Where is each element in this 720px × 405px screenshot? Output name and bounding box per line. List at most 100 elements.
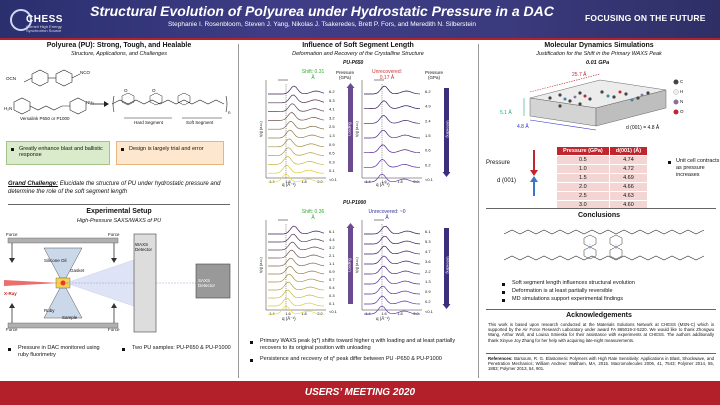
y-axis-label: I(q) (a.u.) [259, 120, 263, 136]
x-tick-label: 1.6 [285, 180, 290, 184]
polyurea-chemistry-diagram [13, 69, 228, 119]
y-axis-label: I(q) (a.u.) [259, 256, 263, 272]
table-cell-pressure: 1.0 [556, 164, 610, 174]
md-pressure-label: 0.01 GPa [586, 60, 610, 66]
pressure-label: 6.2 [329, 89, 335, 94]
pressure-label: 0.3 [329, 293, 335, 298]
pressure-label: 3.6 [425, 259, 431, 264]
pressure-label: 2.4 [425, 118, 431, 123]
left-hr [8, 204, 230, 205]
header-tagline: FOCUSING ON THE FUTURE [585, 13, 706, 23]
pressure-label: 1.3 [425, 279, 431, 284]
chem-label-o2: O [152, 88, 156, 93]
waxs-curve [268, 156, 325, 165]
waxs-curve [363, 100, 421, 110]
right-hr-1 [486, 208, 716, 209]
left-bullet-2-text: Two PU samples: PU-P650 & PU-P1000 [132, 345, 231, 351]
pressure-label: <0.1 [329, 177, 338, 182]
pressure-label: <0.1 [329, 309, 338, 314]
middle-section-subtitle: Deformation and Recovery of the Crystall… [292, 51, 424, 57]
bullet-square [250, 359, 253, 362]
waxs-curve [268, 112, 325, 121]
poster-authors: Stephanie I. Rosenbloom, Steven J. Yang,… [167, 21, 477, 28]
pressure-d001-table: Pressure (GPa) d(001) (Å) 0.5 4.74 1.0 4.72… [556, 146, 649, 210]
column-divider-2 [478, 44, 479, 378]
pressure-label: 0.7 [329, 277, 335, 282]
sample-label: Sample [62, 315, 78, 320]
middle-bullet-2-text: Persistence and recovery of q* peak diff… [260, 356, 442, 362]
table-note-text: Unit cell contracts as pressure increase… [676, 158, 720, 178]
logo-orbit-icon [10, 9, 32, 31]
xray-label: X-Ray [4, 291, 17, 296]
table-cell-pressure: 2.5 [556, 191, 610, 201]
pressure-label: <0.1 [425, 309, 434, 314]
waxs-curve [363, 158, 421, 168]
table-row: 0.5 4.74 [556, 155, 649, 165]
panel1-label: PU-P650 [343, 60, 364, 66]
waxs-curve [268, 85, 325, 95]
table-header-pressure: Pressure (GPa) [556, 146, 610, 156]
table-header-d001: d(001) (Å) [608, 146, 649, 156]
x-tick-label: 1.8 [397, 312, 402, 316]
p2-xlabel-unload: q (Å⁻¹) [376, 316, 390, 321]
waxs-curve [363, 144, 421, 154]
x-tick-label: 1.8 [397, 180, 402, 184]
chem-label-nco: NCO [80, 70, 90, 75]
waxs-curve [364, 129, 421, 139]
waxs-curve [268, 138, 325, 148]
chem-label-nh2: NH₂ [86, 100, 95, 105]
pressure-direction-bar [348, 228, 353, 304]
table-cell-pressure: 1.5 [556, 173, 610, 183]
bullet-square [8, 348, 11, 351]
chem-label-versalink: Versalink P650 or P1000 [20, 116, 70, 121]
waxs-curve [268, 129, 325, 139]
pressure-arrow-label: Pressure [486, 160, 511, 166]
pressure-label: 4.9 [425, 104, 431, 109]
grand-challenge-text: Elucidate the structure of PU under hydr… [8, 181, 221, 195]
pressure-label: 5.3 [329, 98, 335, 103]
md-dim-b: 5.1 Å [500, 110, 512, 116]
pressure-label: 0.9 [329, 142, 335, 147]
waxs-curve [364, 225, 421, 235]
middle-section-title: Influence of Soft Segment Length [302, 42, 414, 49]
bullet-square [502, 283, 505, 286]
silicone-oil-label: Silicone Oil [44, 258, 67, 263]
trend-arrows [530, 150, 538, 196]
waxs-curve [364, 295, 421, 305]
md-dim-a: 25.7 Å [572, 72, 587, 78]
pressure-label: 4.4 [329, 237, 335, 242]
challenge-box: Design is largely trial and error [116, 141, 224, 165]
chem-label-hard-segment: Hard Segment [134, 120, 164, 125]
table-row: 1.0 4.72 [556, 164, 649, 174]
arrow-label: Loading [348, 258, 352, 272]
waxs-curve [364, 285, 421, 295]
left-section-title: Polyurea (PU): Strong, Tough, and Healab… [46, 42, 192, 49]
pressure-label: 4.1 [329, 107, 335, 112]
table-row: 2.0 4.66 [556, 182, 649, 192]
pressure-label: 2.2 [425, 269, 431, 274]
pressure-label: 0.1 [329, 168, 335, 173]
bullet-square [11, 148, 14, 151]
chem-label-ocn: OCN [6, 76, 16, 81]
x-tick-label: 1.6 [285, 312, 290, 316]
pressure-label: 2.5 [329, 124, 335, 129]
md-d001: d (001) = 4.8 Å [626, 125, 660, 131]
p1-xlabel-load: q (Å⁻¹) [282, 182, 296, 187]
pressure-label: 0.2 [425, 162, 431, 167]
pressure-label: <0.1 [425, 177, 434, 182]
waxs-curve [364, 235, 421, 245]
waxs-curve [268, 94, 325, 104]
chem-label-h2n: H₂N [4, 106, 13, 111]
p1-pressure-head: Pressure (GPa) [335, 70, 354, 80]
force-label-tr: Force [108, 232, 120, 237]
table-cell-d001: 4.63 [608, 191, 649, 201]
pressure-label: 6.1 [425, 229, 431, 234]
column-divider-1 [238, 44, 239, 378]
right-hr-3 [486, 353, 716, 354]
polymer-chain-illustration [503, 229, 705, 261]
arrow-label: Unloading [446, 256, 450, 273]
poster-header: CHESS Cornell High Energy Synchrotron So… [0, 0, 720, 40]
chem-label-n: n [228, 110, 231, 115]
pressure-direction-bar [348, 88, 353, 172]
waxs-curve [268, 297, 325, 307]
